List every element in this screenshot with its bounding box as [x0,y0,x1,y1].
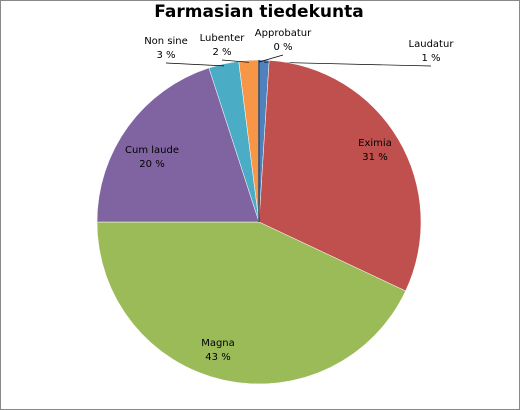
slice-value-label: 1 % [421,53,440,64]
slice-label: Laudatur [409,39,455,50]
slice-value-label: 31 % [362,152,387,163]
slice-label: Lubenter [200,33,246,44]
leader-line [221,59,249,63]
slice-label: Magna [201,338,235,349]
slice-value-label: 3 % [156,50,175,61]
slice-label: Non sine [144,36,188,47]
slice-label: Eximia [358,138,392,149]
slice-value-label: 2 % [212,47,231,58]
pie-slice [96,67,260,223]
slice-value-label: 43 % [205,352,230,363]
slice-label: Cum laude [125,145,179,156]
pie-slice [258,60,422,292]
slice-value-label: 0 % [273,42,292,53]
leader-line [165,62,225,67]
pie-slice [96,221,406,385]
slice-label: Approbatur [255,28,312,39]
leader-line [264,61,432,67]
slice-value-label: 20 % [139,159,164,170]
leader-line [258,54,284,63]
chart-title: Farmasian tiedekunta [154,2,363,22]
